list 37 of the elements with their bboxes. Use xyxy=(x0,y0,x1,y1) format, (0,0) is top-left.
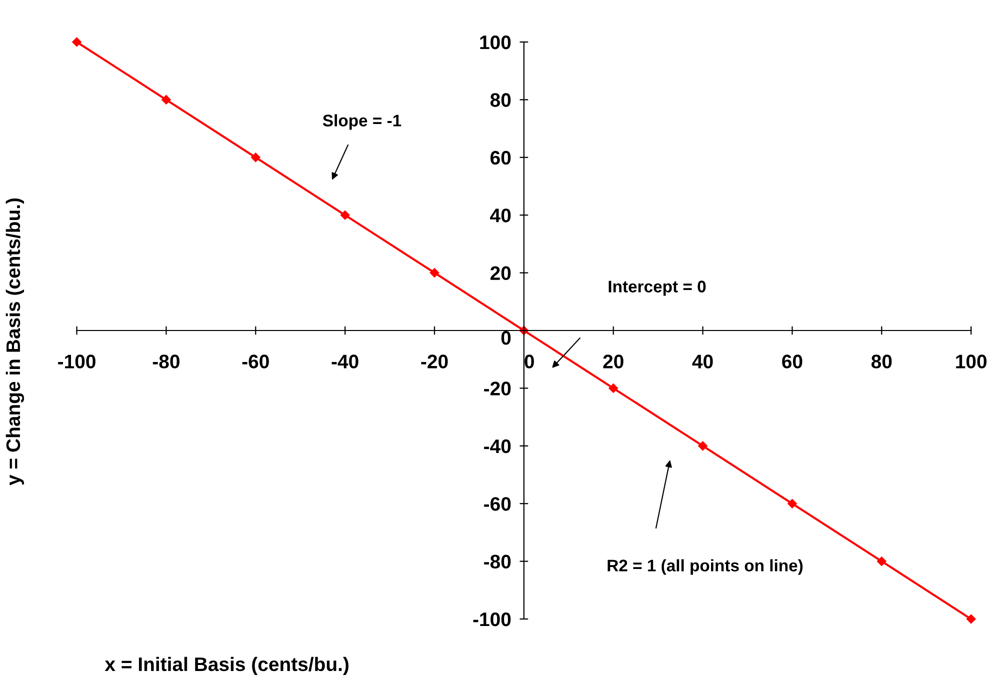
y-tick-label: 80 xyxy=(490,93,511,107)
x-tick-label: 20 xyxy=(603,354,624,368)
y-tick-label: 40 xyxy=(490,208,511,222)
annotation: R2 = 1 (all points on line) xyxy=(608,559,803,575)
point xyxy=(698,441,708,451)
y-tick-label: -40 xyxy=(484,439,511,454)
x-axis-title: x = Initial Basis (cents/bu.) xyxy=(104,656,348,675)
y-tick-label: 20 xyxy=(490,266,511,280)
point xyxy=(72,37,82,47)
y-tick-label: 100 xyxy=(480,35,511,50)
x-tick-label: 60 xyxy=(782,354,802,368)
x-tick-label: 80 xyxy=(871,354,892,368)
point xyxy=(966,614,976,624)
y-tick-label: -80 xyxy=(484,554,511,569)
y-tick-label: 0 xyxy=(501,331,511,345)
y-tick-label: -60 xyxy=(484,497,511,511)
annotation: Slope = -1 xyxy=(322,114,402,130)
x-tick-label: -80 xyxy=(152,354,180,368)
x-tick-label: -40 xyxy=(332,354,358,368)
x-tick-label: -20 xyxy=(421,354,448,368)
x-tick-label: 0 xyxy=(524,354,534,368)
y-tick-label: -100 xyxy=(473,612,511,626)
x-tick-label: 40 xyxy=(692,354,713,368)
point xyxy=(608,384,618,393)
point xyxy=(340,210,350,220)
y-tick-label: -20 xyxy=(484,382,511,396)
point xyxy=(251,152,260,162)
point xyxy=(788,498,797,508)
point xyxy=(877,556,886,566)
annotation: Intercept = 0 xyxy=(608,280,706,296)
x-tick-label: 100 xyxy=(956,354,987,368)
point xyxy=(162,95,171,104)
point xyxy=(430,268,440,278)
x-tick-label: -60 xyxy=(242,354,269,368)
y-axis-title: y = Change in Basis (cents/bu.) xyxy=(6,198,24,486)
y-tick-label: 60 xyxy=(490,150,511,165)
x-tick-label: -100 xyxy=(58,354,96,368)
